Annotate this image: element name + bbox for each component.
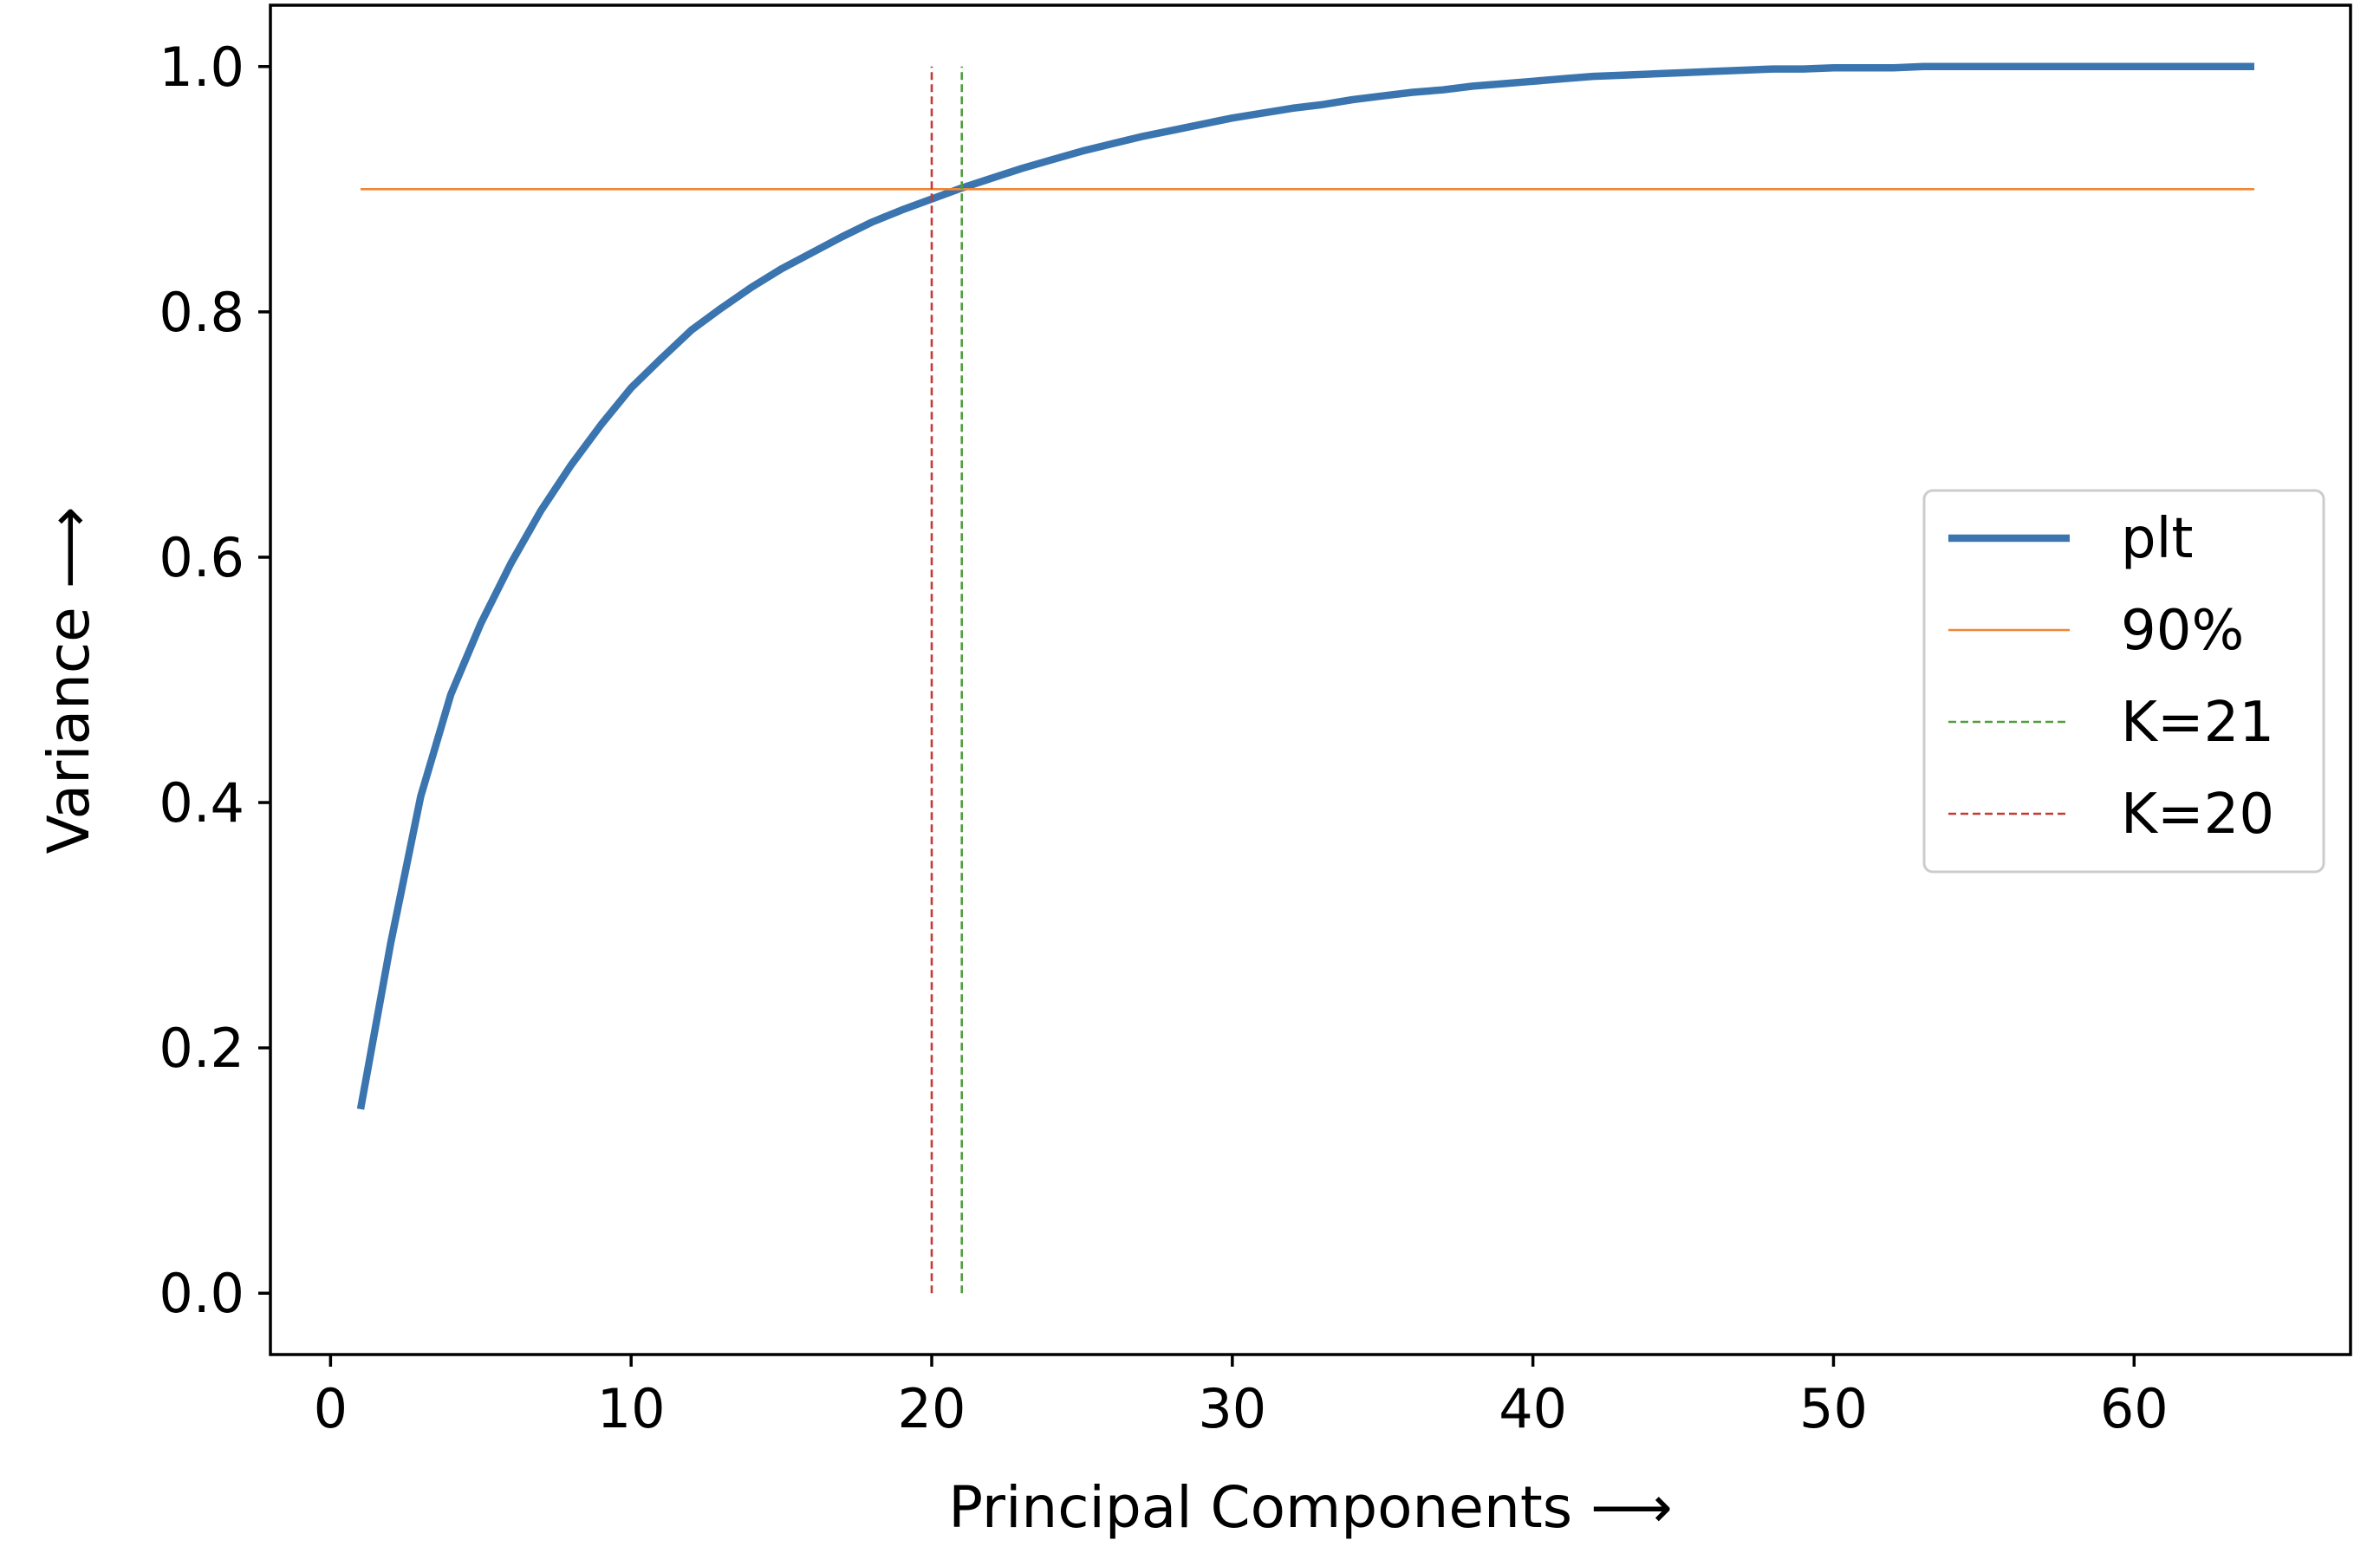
- legend-label-plt: plt: [2121, 507, 2194, 571]
- legend-label-90pct: 90%: [2121, 599, 2244, 663]
- x-tick-label: 50: [1799, 1377, 1868, 1440]
- x-tick-label: 10: [597, 1377, 666, 1440]
- legend-label-k-21: K=21: [2121, 691, 2274, 755]
- y-tick-label: 0.4: [159, 771, 244, 835]
- x-axis: 0 10 20 30 40 50 60: [314, 1355, 2169, 1440]
- y-tick-label: 0.2: [159, 1017, 244, 1080]
- x-axis-label: Principal Components ⟶: [948, 1474, 1672, 1541]
- x-tick-label: 0: [314, 1377, 348, 1440]
- x-tick-label: 40: [1499, 1377, 1567, 1440]
- x-tick-label: 20: [898, 1377, 966, 1440]
- x-tick-label: 60: [2100, 1377, 2169, 1440]
- x-tick-label: 30: [1198, 1377, 1266, 1440]
- legend-frame: [1922, 489, 2325, 874]
- legend: plt 90% K=21 K=20: [1922, 489, 2325, 874]
- y-tick-label: 0.8: [159, 281, 244, 344]
- y-tick-label: 1.0: [159, 36, 244, 99]
- y-axis: 0.0 0.2 0.4 0.6 0.8 1.0: [159, 36, 270, 1325]
- series-line-plt: [356, 62, 2254, 1110]
- y-tick-label: 0.0: [159, 1262, 244, 1325]
- plot-area: [356, 62, 2254, 1294]
- y-axis-label: Variance ⟶: [36, 507, 102, 854]
- y-tick-label: 0.6: [159, 526, 244, 589]
- axes-frame: [269, 3, 2352, 1356]
- legend-label-k-20: K=20: [2121, 783, 2274, 847]
